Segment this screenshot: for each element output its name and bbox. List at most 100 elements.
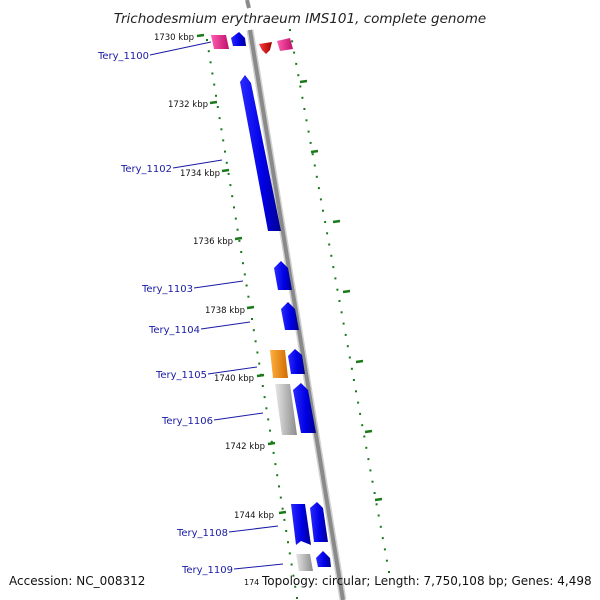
ruler-dot bbox=[293, 51, 296, 54]
ruler-dot bbox=[299, 85, 302, 88]
ruler-dot bbox=[342, 322, 345, 325]
ruler-dot bbox=[215, 94, 217, 97]
ruler-dot bbox=[247, 295, 250, 298]
cds-gene[interactable] bbox=[310, 502, 328, 542]
cds-gene[interactable] bbox=[288, 349, 305, 374]
ruler-dot bbox=[365, 446, 368, 449]
ruler-dot bbox=[348, 356, 351, 359]
ruler-dot bbox=[209, 61, 212, 64]
ruler-dot bbox=[225, 161, 228, 164]
ruler-dot bbox=[258, 362, 261, 365]
ruler-dot bbox=[254, 340, 257, 343]
map-title: Trichodesmium erythraeum IMS101, complet… bbox=[114, 11, 486, 27]
ruler-dot bbox=[218, 117, 221, 120]
gene-label-tery-1106[interactable]: Tery_1106 bbox=[161, 416, 213, 427]
ruler-dot bbox=[238, 239, 241, 242]
ruler-dot bbox=[243, 273, 246, 276]
accession-text: Accession: NC_008312 bbox=[9, 574, 146, 588]
tick-mark bbox=[355, 359, 364, 364]
tick-mark bbox=[364, 429, 373, 434]
tick-mark bbox=[342, 289, 351, 294]
gene-label-tery-1100[interactable]: Tery_1100 bbox=[97, 51, 149, 62]
ruler-dot bbox=[234, 217, 237, 220]
cds-gene[interactable] bbox=[293, 383, 316, 433]
cds-gene-tery-1102[interactable] bbox=[240, 75, 281, 231]
ruler-dot bbox=[295, 62, 298, 65]
ruler-dot bbox=[309, 141, 312, 144]
ruler-dot bbox=[261, 385, 264, 387]
ruler-dot bbox=[369, 469, 372, 472]
cds-gene[interactable] bbox=[231, 32, 246, 46]
ruler-dot bbox=[269, 429, 271, 432]
ruler-dot bbox=[281, 507, 284, 510]
tick-mark bbox=[278, 510, 287, 515]
tick-mark bbox=[234, 236, 243, 241]
ruler-dot bbox=[315, 175, 318, 178]
ruler-dot bbox=[303, 108, 306, 110]
topology-text: Topology: circular; Length: 7,750,108 bp… bbox=[262, 574, 592, 588]
ruler-dot bbox=[373, 492, 376, 494]
ruler-dot bbox=[296, 597, 298, 599]
rna-gene[interactable] bbox=[211, 35, 229, 49]
red-gene[interactable] bbox=[259, 42, 272, 54]
ruler-dot bbox=[216, 106, 219, 108]
tick-label: 1740 kbp bbox=[214, 374, 254, 384]
ruler-dot bbox=[211, 72, 214, 75]
gene-label-tery-1108[interactable]: Tery_1108 bbox=[176, 528, 228, 539]
rna-gene[interactable] bbox=[277, 38, 293, 51]
ruler-dot bbox=[297, 74, 300, 77]
ruler-dot bbox=[274, 463, 277, 466]
ruler-dot bbox=[322, 209, 324, 212]
ruler-dot bbox=[294, 585, 297, 588]
ruler-dot bbox=[213, 83, 216, 86]
tick-mark bbox=[267, 441, 276, 446]
tick-mark bbox=[374, 497, 383, 502]
tick-label: 1730 kbp bbox=[154, 33, 194, 43]
other-gene-tery-1105[interactable] bbox=[270, 350, 288, 378]
cds-gene-tery-1108[interactable] bbox=[291, 504, 311, 545]
tick-label: 1738 kbp bbox=[205, 306, 245, 316]
ruler-dot bbox=[240, 251, 243, 253]
ruler-dot bbox=[287, 541, 289, 544]
ruler-dot bbox=[290, 563, 293, 566]
ruler-dot bbox=[278, 485, 280, 488]
gene-label-tery-1109[interactable]: Tery_1109 bbox=[181, 565, 233, 576]
ruler-dot bbox=[324, 221, 327, 223]
gene-label-tery-1103[interactable]: Tery_1103 bbox=[141, 284, 193, 295]
tick-label: 1736 kbp bbox=[193, 237, 233, 247]
ruler-dot bbox=[242, 262, 244, 265]
gene-label-tery-1105[interactable]: Tery_1105 bbox=[155, 370, 207, 381]
leader-line bbox=[213, 412, 264, 421]
ruler-dot bbox=[288, 552, 291, 555]
ruler-dot bbox=[276, 474, 279, 477]
cds-gene[interactable] bbox=[316, 551, 331, 567]
cds-gene-tery-1103[interactable] bbox=[274, 261, 292, 290]
ruler-dot bbox=[319, 198, 322, 201]
ruler-dot bbox=[383, 548, 386, 551]
ruler-dot bbox=[267, 418, 270, 421]
leader-line bbox=[233, 563, 284, 570]
backbone bbox=[245, 0, 347, 600]
ruler-dot bbox=[340, 311, 343, 314]
ruler-dot bbox=[336, 288, 339, 291]
tick-mark bbox=[299, 79, 308, 84]
pseudo-gene-tery-1109[interactable] bbox=[296, 554, 313, 571]
ruler-dot bbox=[371, 480, 374, 483]
pseudo-gene-tery-1106[interactable] bbox=[275, 384, 297, 435]
ruler-dot bbox=[291, 40, 294, 43]
leader-line bbox=[228, 525, 279, 533]
ruler-dot bbox=[231, 195, 234, 198]
gene-label-tery-1104[interactable]: Tery_1104 bbox=[148, 325, 200, 336]
ruler-dot bbox=[263, 396, 266, 399]
leader-line bbox=[200, 321, 251, 330]
ruler-dot bbox=[207, 50, 210, 53]
tick-label: 1734 kbp bbox=[180, 169, 220, 179]
cds-gene-tery-1104[interactable] bbox=[281, 302, 299, 330]
tick-label: 1742 kbp bbox=[225, 442, 265, 452]
ruler-dot bbox=[388, 571, 390, 573]
gene-label-tery-1102[interactable]: Tery_1102 bbox=[120, 164, 172, 175]
leader-line bbox=[172, 159, 223, 169]
ruler-dot bbox=[307, 130, 310, 133]
ruler-dot bbox=[363, 435, 366, 438]
ruler-dot bbox=[292, 574, 295, 577]
